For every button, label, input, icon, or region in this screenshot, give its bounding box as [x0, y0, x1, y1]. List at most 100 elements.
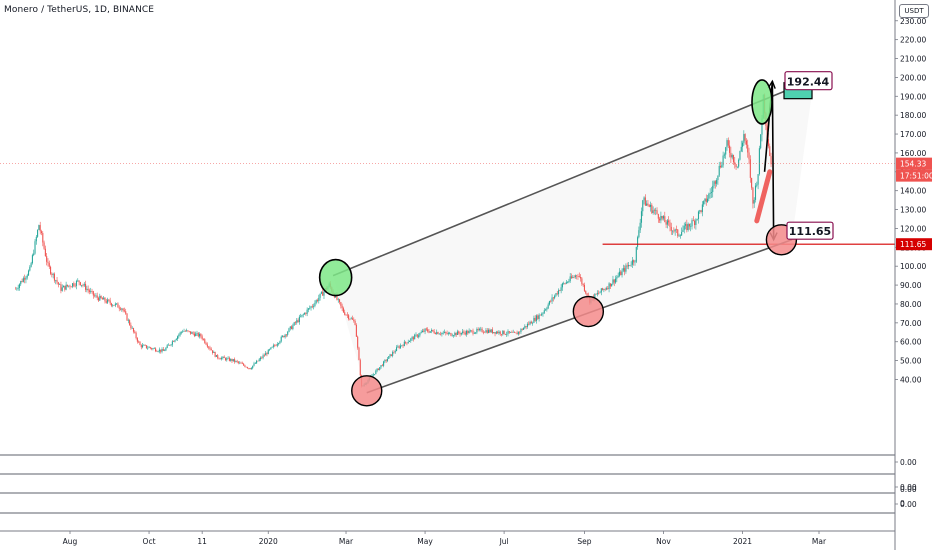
candle-body — [578, 276, 580, 278]
candle — [699, 209, 701, 214]
candle-body — [292, 325, 294, 330]
candle-body — [758, 148, 760, 175]
candle — [424, 328, 426, 335]
candle-body — [235, 360, 237, 362]
candle — [183, 328, 185, 332]
candle — [696, 218, 698, 221]
time-tick-label: 11 — [197, 537, 207, 546]
candle — [604, 287, 606, 292]
candle — [672, 230, 674, 235]
candle — [545, 308, 547, 311]
candle-body — [486, 330, 488, 333]
price-axis[interactable]: 40.0050.0060.0070.0080.0090.00100.00110.… — [894, 0, 926, 550]
candle — [414, 333, 416, 340]
candle — [687, 222, 689, 232]
candle-body — [410, 338, 412, 341]
candle — [465, 329, 468, 337]
candle — [611, 283, 613, 287]
red-circle[interactable] — [351, 375, 383, 407]
candle — [344, 309, 346, 316]
candle — [236, 359, 238, 364]
candle-body — [749, 159, 751, 178]
candle-body — [700, 210, 702, 213]
candle-body — [532, 322, 534, 324]
candle-body — [640, 211, 643, 223]
price-tick-label: 170.00 — [900, 130, 926, 139]
candle-body — [648, 205, 650, 207]
candle — [143, 344, 145, 346]
candle-body — [61, 287, 63, 291]
candle-body — [493, 332, 495, 333]
candle-body — [633, 260, 635, 263]
candle-body — [56, 280, 58, 283]
candle — [131, 326, 133, 329]
candle-body — [22, 278, 24, 282]
candle-body — [188, 331, 190, 332]
candle — [598, 290, 600, 295]
candle-body — [389, 354, 391, 357]
candle-body — [371, 375, 373, 377]
candle — [68, 285, 70, 288]
candle — [243, 362, 245, 367]
red-circle[interactable] — [572, 295, 605, 328]
candle-body — [46, 256, 48, 262]
candle-body — [735, 164, 737, 168]
candle — [535, 314, 538, 324]
candle — [684, 221, 687, 230]
channel-upper-line[interactable] — [332, 78, 815, 277]
candle-body — [753, 199, 755, 204]
candle-body — [596, 293, 598, 295]
candle-body — [564, 283, 566, 284]
candle — [739, 150, 741, 161]
candle-body — [191, 332, 193, 334]
green-ellipse[interactable] — [751, 79, 773, 125]
candle-body — [134, 331, 136, 333]
candle-body — [572, 276, 574, 278]
channel-fill-layer — [333, 79, 814, 393]
candle-layer — [15, 93, 772, 388]
candle-body — [224, 358, 227, 361]
candle — [537, 314, 539, 320]
target-label[interactable]: 192.44 — [784, 71, 833, 91]
candle-body — [346, 314, 348, 316]
candle-body — [557, 290, 560, 295]
candle-body — [673, 230, 675, 232]
candle — [511, 330, 513, 333]
currency-badge[interactable]: USDT — [899, 4, 929, 18]
candle-body — [90, 291, 92, 292]
candle-body — [125, 311, 127, 314]
candle-body — [342, 308, 344, 313]
candle-body — [169, 344, 171, 346]
candle-body — [507, 331, 509, 335]
candle — [17, 284, 19, 291]
support-label[interactable]: 111.65 — [786, 221, 834, 240]
candle — [499, 330, 501, 336]
candle — [173, 340, 175, 342]
candle-body — [473, 333, 475, 335]
green-ellipse[interactable] — [318, 258, 353, 297]
candle-body — [126, 313, 128, 321]
drawing-layer[interactable]: 192.44 111.65 — [0, 71, 895, 407]
candle — [47, 258, 49, 267]
candle-body — [201, 336, 203, 340]
candle — [516, 330, 518, 335]
candle — [195, 331, 197, 337]
candle — [701, 201, 703, 217]
candle — [287, 330, 289, 337]
candle — [270, 347, 272, 350]
candle — [177, 335, 179, 341]
candle-body — [314, 302, 316, 307]
time-axis[interactable]: Aug Oct 11 2020 Mar May Jul Sep Nov 2021 Mar — [0, 530, 895, 546]
candle-body — [119, 308, 122, 310]
candle — [302, 313, 304, 318]
candle — [285, 334, 287, 338]
candle-body — [246, 367, 249, 369]
candle — [323, 290, 325, 299]
candle-body — [545, 309, 547, 311]
candle — [596, 290, 598, 297]
candle — [237, 361, 240, 365]
candle-body — [97, 297, 100, 301]
candle-body — [319, 293, 321, 298]
